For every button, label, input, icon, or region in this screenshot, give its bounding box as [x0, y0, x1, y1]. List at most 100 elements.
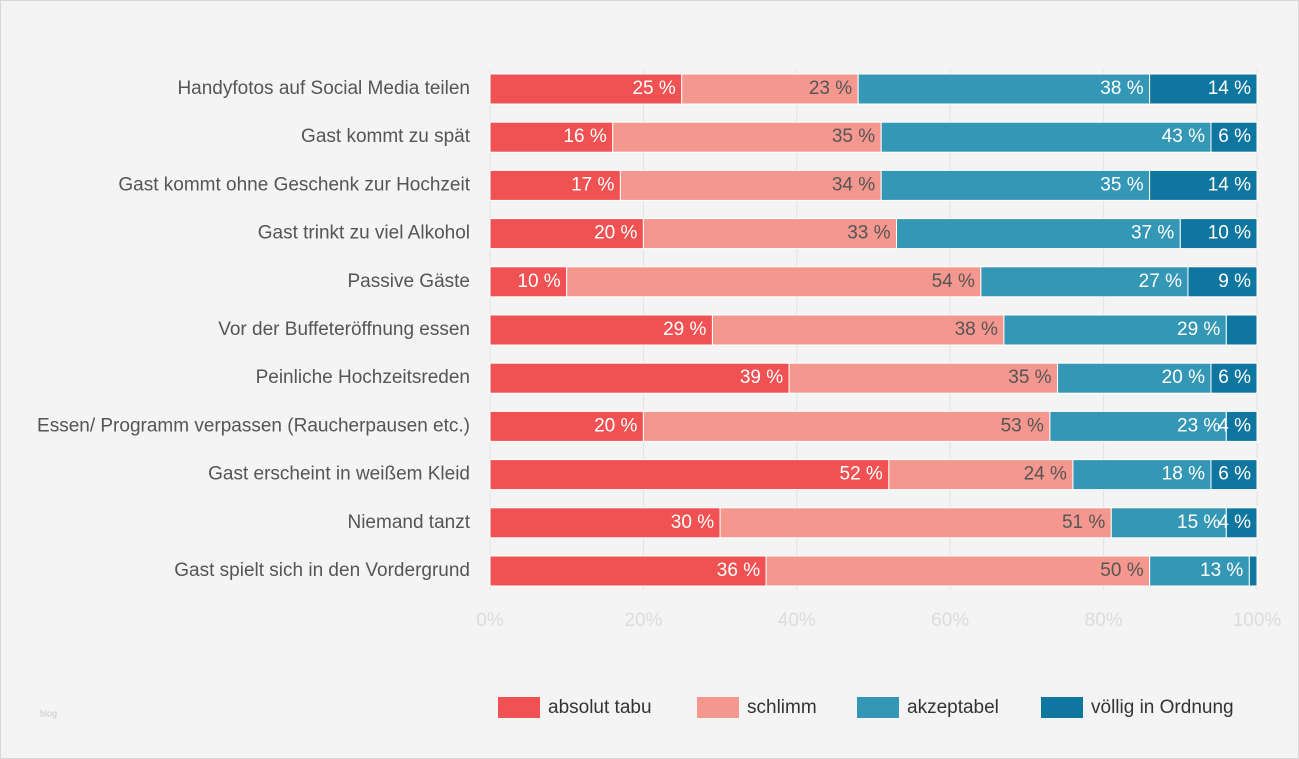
bar-segment: [888, 459, 1074, 491]
bar-segment: [489, 459, 890, 491]
y-tick-label: Peinliche Hochzeitsreden: [256, 367, 470, 388]
value-label: 20 %: [594, 415, 637, 436]
bar-segment: [1149, 169, 1258, 201]
value-label: 4 %: [1218, 415, 1251, 436]
bar-segment: [1248, 555, 1258, 587]
value-label: 37 %: [1131, 223, 1174, 244]
bar-segment: [642, 410, 1051, 442]
x-tick-label: 100%: [1233, 610, 1282, 631]
value-label: 25 %: [632, 78, 675, 99]
value-label: 6 %: [1218, 367, 1251, 388]
value-label: 10 %: [1208, 223, 1251, 244]
y-tick-label: Gast trinkt zu viel Alkohol: [258, 223, 470, 244]
bar-segment: [1057, 362, 1212, 394]
bar-segment: [612, 121, 882, 153]
bar-segment: [1210, 459, 1258, 491]
legend-label: völlig in Ordnung: [1091, 697, 1234, 718]
y-tick-label: Gast erscheint in weißem Kleid: [208, 464, 470, 485]
legend-swatch: [498, 697, 540, 718]
value-label: 35 %: [1100, 174, 1143, 195]
value-label: 9 %: [1218, 271, 1251, 292]
y-tick-label: Vor der Buffeteröffnung essen: [218, 319, 470, 340]
value-label: 50 %: [1100, 560, 1143, 581]
legend-label: absolut tabu: [548, 697, 652, 718]
value-label: 38 %: [1100, 78, 1143, 99]
bar-segment: [489, 169, 621, 201]
value-label: 53 %: [1001, 415, 1044, 436]
legend-swatch: [857, 697, 899, 718]
y-tick-label: Essen/ Programm verpassen (Raucherpausen…: [37, 415, 470, 436]
bar-segment: [566, 266, 982, 298]
legend-label: schlimm: [747, 697, 817, 718]
x-tick-label: 80%: [1085, 610, 1123, 631]
x-tick-label: 60%: [931, 610, 969, 631]
value-label: 13 %: [1200, 560, 1243, 581]
bar-segment: [1110, 507, 1227, 539]
watermark: blog: [40, 708, 57, 718]
y-tick-label: Passive Gäste: [348, 271, 471, 292]
bar-segment: [719, 507, 1112, 539]
bar-segment: [1179, 218, 1258, 250]
y-tick-label: Niemand tanzt: [347, 512, 470, 533]
value-label: 38 %: [955, 319, 998, 340]
value-label: 30 %: [671, 512, 714, 533]
value-label: 15 %: [1177, 512, 1220, 533]
bar-segment: [1210, 362, 1258, 394]
value-label: 17 %: [571, 174, 614, 195]
bar-segment: [489, 314, 713, 346]
bar-segment: [765, 555, 1151, 587]
legend-label: akzeptabel: [907, 697, 999, 718]
value-label: 35 %: [832, 126, 875, 147]
legend-swatch: [697, 697, 739, 718]
bar-segment: [880, 169, 1151, 201]
value-label: 29 %: [663, 319, 706, 340]
value-label: 52 %: [840, 464, 883, 485]
value-label: 23 %: [1177, 415, 1220, 436]
bar-segment: [1149, 73, 1258, 105]
value-label: 27 %: [1139, 271, 1182, 292]
x-tick-label: 0%: [476, 610, 504, 631]
value-label: 18 %: [1162, 464, 1205, 485]
bar-segment: [1149, 555, 1250, 587]
value-label: 43 %: [1162, 126, 1205, 147]
value-label: 51 %: [1062, 512, 1105, 533]
bar-segment: [1225, 314, 1258, 346]
y-tick-label: Gast kommt ohne Geschenk zur Hochzeit: [118, 174, 470, 195]
y-tick-label: Handyfotos auf Social Media teilen: [177, 78, 470, 99]
value-label: 24 %: [1024, 464, 1067, 485]
value-label: 35 %: [1008, 367, 1051, 388]
y-tick-label: Gast kommt zu spät: [301, 126, 471, 147]
value-label: 34 %: [832, 174, 875, 195]
bar-segment: [1225, 507, 1258, 539]
value-label: 14 %: [1208, 174, 1251, 195]
value-label: 29 %: [1177, 319, 1220, 340]
bar-segment: [489, 555, 767, 587]
value-label: 54 %: [932, 271, 975, 292]
bar-segment: [857, 73, 1151, 105]
y-tick-label: Gast spielt sich in den Vordergrund: [174, 560, 470, 581]
value-label: 20 %: [594, 223, 637, 244]
bar-segment: [1072, 459, 1212, 491]
value-label: 23 %: [809, 78, 852, 99]
value-label: 33 %: [847, 223, 890, 244]
bar-segment: [1225, 410, 1258, 442]
bar-segment: [1187, 266, 1258, 298]
bar-segment: [1003, 314, 1227, 346]
bar-segment: [1210, 121, 1258, 153]
value-label: 6 %: [1218, 464, 1251, 485]
value-label: 16 %: [563, 126, 606, 147]
value-label: 36 %: [717, 560, 760, 581]
bar-segment: [619, 169, 882, 201]
bar-segment: [1049, 410, 1227, 442]
bar-segment: [489, 266, 568, 298]
value-label: 4 %: [1218, 512, 1251, 533]
x-tick-label: 40%: [778, 610, 816, 631]
value-label: 14 %: [1208, 78, 1251, 99]
bar-segment: [489, 410, 644, 442]
bar-segment: [489, 121, 614, 153]
x-tick-label: 20%: [624, 610, 662, 631]
value-label: 20 %: [1162, 367, 1205, 388]
bar-segment: [880, 121, 1212, 153]
legend-swatch: [1041, 697, 1083, 718]
